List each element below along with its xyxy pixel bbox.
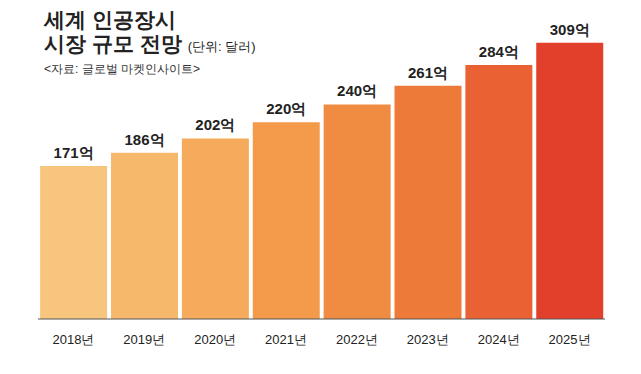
svg-text:186억: 186억 xyxy=(124,131,164,148)
svg-text:2024년: 2024년 xyxy=(478,332,520,347)
svg-text:2022년: 2022년 xyxy=(336,332,378,347)
html-text:<자료: 글로벌 마켓인사이트>: <자료: 글로벌 마켓인사이트> xyxy=(44,62,200,76)
svg-text:261억: 261억 xyxy=(408,64,448,81)
svg-text:2019년: 2019년 xyxy=(123,332,165,347)
svg-text:2020년: 2020년 xyxy=(194,332,236,347)
html-text:시장 규모 전망 (단위: 달러): 시장 규모 전망 (단위: 달러) xyxy=(44,32,256,55)
svg-text:220억: 220억 xyxy=(266,100,306,117)
svg-text:202억: 202억 xyxy=(195,116,235,133)
svg-text:2021년: 2021년 xyxy=(265,332,307,347)
svg-text:2023년: 2023년 xyxy=(407,332,449,347)
svg-text:2025년: 2025년 xyxy=(549,332,591,347)
html-text:세계 인공장시: 세계 인공장시 xyxy=(44,8,176,31)
svg-text:240억: 240억 xyxy=(337,82,377,99)
svg-text:2018년: 2018년 xyxy=(52,332,94,347)
svg-text:171억: 171억 xyxy=(54,144,94,161)
svg-text:284억: 284억 xyxy=(479,43,519,60)
svg-text:309억: 309억 xyxy=(550,21,590,38)
